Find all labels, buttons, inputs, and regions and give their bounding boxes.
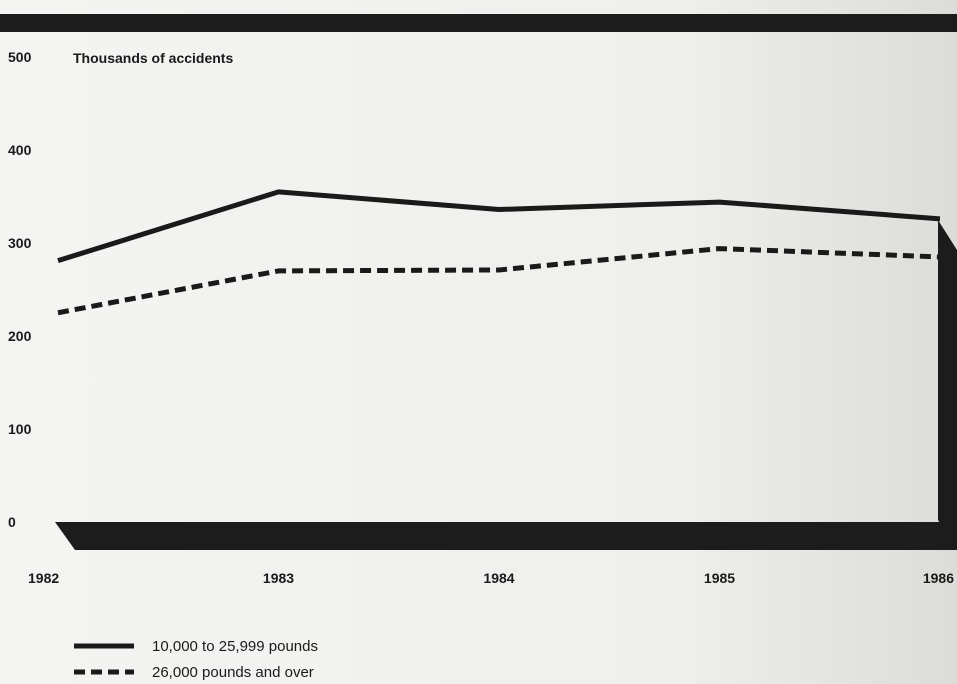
series-line-1 xyxy=(57,189,941,264)
y-tick-label: 200 xyxy=(8,328,32,344)
x-tick-label: 1984 xyxy=(483,570,514,586)
chart-right-wall xyxy=(938,220,957,550)
x-tick-label: 1983 xyxy=(263,570,294,586)
y-tick-label: 100 xyxy=(8,421,32,437)
x-tick-label: 1985 xyxy=(704,570,735,586)
legend-label-series-1: 10,000 to 25,999 pounds xyxy=(152,638,318,655)
y-tick-label: 300 xyxy=(8,235,32,251)
chart-floor xyxy=(55,522,957,550)
series-group xyxy=(57,189,941,316)
legend-label-series-2: 26,000 pounds and over xyxy=(152,664,314,681)
x-tick-labels: 1982 1983 1984 1985 1986 xyxy=(28,570,954,586)
x-tick-label: 1986 xyxy=(923,570,954,586)
y-tick-label: 0 xyxy=(8,514,16,530)
y-tick-label: 500 xyxy=(8,49,32,65)
x-tick-label: 1982 xyxy=(28,570,59,586)
top-frame-bar xyxy=(0,14,957,32)
y-tick-label: 400 xyxy=(8,142,32,158)
series-line-2 xyxy=(57,246,941,316)
legend: 10,000 to 25,999 pounds 26,000 pounds an… xyxy=(74,638,318,681)
y-axis-label: Thousands of accidents xyxy=(73,50,233,66)
y-tick-labels: 0 100 200 300 400 500 xyxy=(8,49,32,530)
